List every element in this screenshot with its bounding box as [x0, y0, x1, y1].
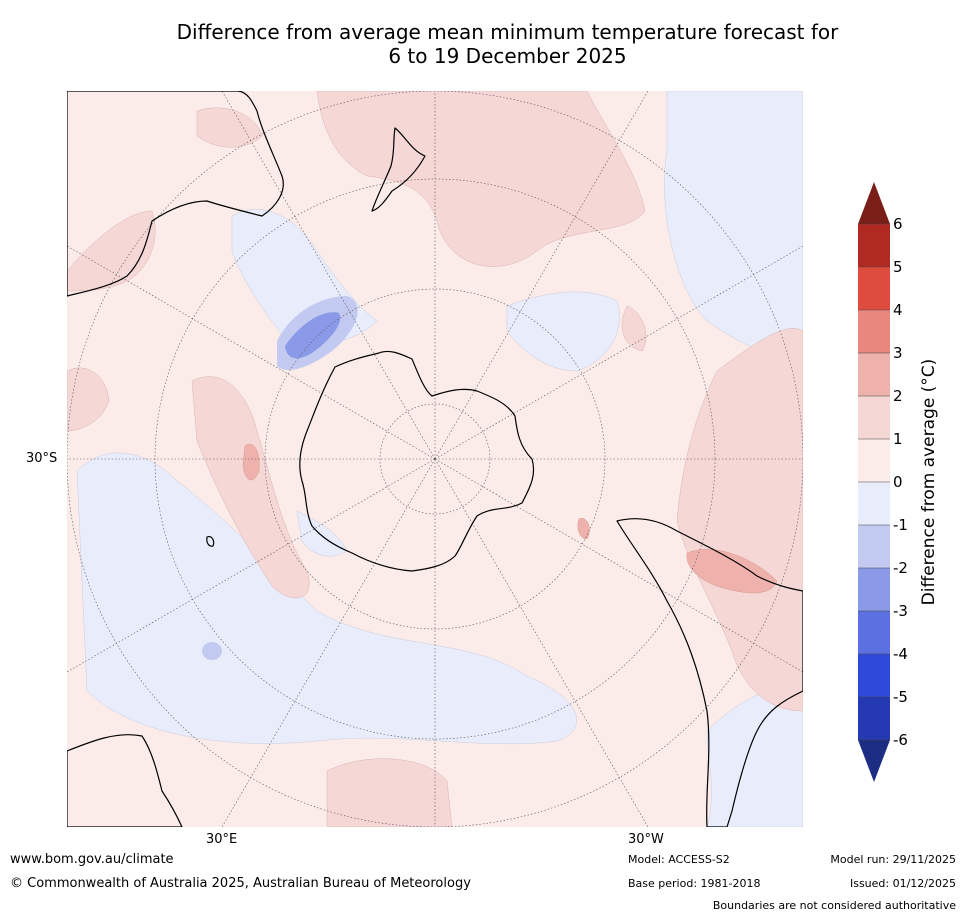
colorbar-tick-label: -6: [893, 731, 908, 749]
anomaly-small-cool-patch: [202, 642, 222, 660]
title-line-2: 6 to 19 December 2025: [388, 44, 627, 68]
map-title: Difference from average mean minimum tem…: [60, 20, 955, 68]
graticule: [67, 91, 803, 827]
colorbar-tick-label: 6: [893, 215, 903, 233]
colorbar-segment-5_to_6: [858, 224, 890, 267]
anomaly-2-to-3-regions: [242, 443, 778, 594]
coastlines: [67, 91, 803, 827]
colorbar-segment--3_to_-2: [858, 568, 890, 611]
colorbar-tick-label: -5: [893, 688, 908, 706]
colorbar-segment-0_to_1: [858, 439, 890, 482]
footer-disclaimer: Boundaries are not considered authoritat…: [712, 899, 956, 912]
south-america-coast: [616, 518, 803, 827]
footer-copyright: © Commonwealth of Australia 2025, Austra…: [10, 876, 471, 891]
lon-label-30e: 30°E: [206, 832, 238, 847]
map-canvas: [67, 91, 803, 827]
colorbar-segment-1_to_2: [858, 396, 890, 439]
colorbar-tick-label: 0: [893, 473, 903, 491]
anomaly-1-to-2-regions: [67, 91, 803, 827]
colorbar-extend-bottom: [858, 740, 890, 782]
colorbar-tick-label: 2: [893, 387, 903, 405]
colorbar-tick-label: 1: [893, 430, 903, 448]
colorbar-segment--2_to_-1: [858, 525, 890, 568]
colorbar-segment-3_to_4: [858, 310, 890, 353]
lat-label-30s: 30°S: [26, 451, 58, 466]
footer-model: Model: ACCESS-S2: [628, 853, 730, 866]
colorbar-tick-label: -4: [893, 645, 908, 663]
colorbar-segment--5_to_-4: [858, 654, 890, 697]
colorbar-tick-label: 3: [893, 344, 903, 362]
footer-url[interactable]: www.bom.gov.au/climate: [10, 852, 174, 867]
title-line-1: Difference from average mean minimum tem…: [176, 20, 839, 44]
colorbar-segment--4_to_-3: [858, 611, 890, 654]
colorbar-tick-label: -2: [893, 559, 908, 577]
colorbar-segment--6_to_-5: [858, 697, 890, 740]
colorbar-tick-label: -3: [893, 602, 908, 620]
colorbar-tick-label: 5: [893, 258, 903, 276]
lon-label-30w: 30°W: [628, 832, 664, 847]
footer-model-run: Model run: 29/11/2025: [830, 853, 956, 866]
colorbar-tick-label: -1: [893, 516, 908, 534]
colorbar-title: Difference from average (°C): [919, 358, 939, 606]
colorbar-tick-label: 4: [893, 301, 903, 319]
colorbar-segment--1_to_0: [858, 482, 890, 525]
antarctica-coast: [299, 350, 535, 572]
polar-map[interactable]: [67, 91, 803, 827]
colorbar-segment-4_to_5: [858, 267, 890, 310]
anomaly--3-to--2-region: [285, 312, 341, 359]
colorbar: [858, 182, 890, 782]
footer-base-period: Base period: 1981-2018: [628, 877, 761, 890]
new-zealand-coast: [371, 127, 426, 212]
footer-issued: Issued: 01/12/2025: [849, 877, 956, 890]
australia-coast: [67, 91, 284, 297]
colorbar-extend-top: [858, 182, 890, 224]
africa-coast: [67, 734, 183, 827]
madagascar-coast: [206, 536, 215, 547]
colorbar-segment-2_to_3: [858, 353, 890, 396]
